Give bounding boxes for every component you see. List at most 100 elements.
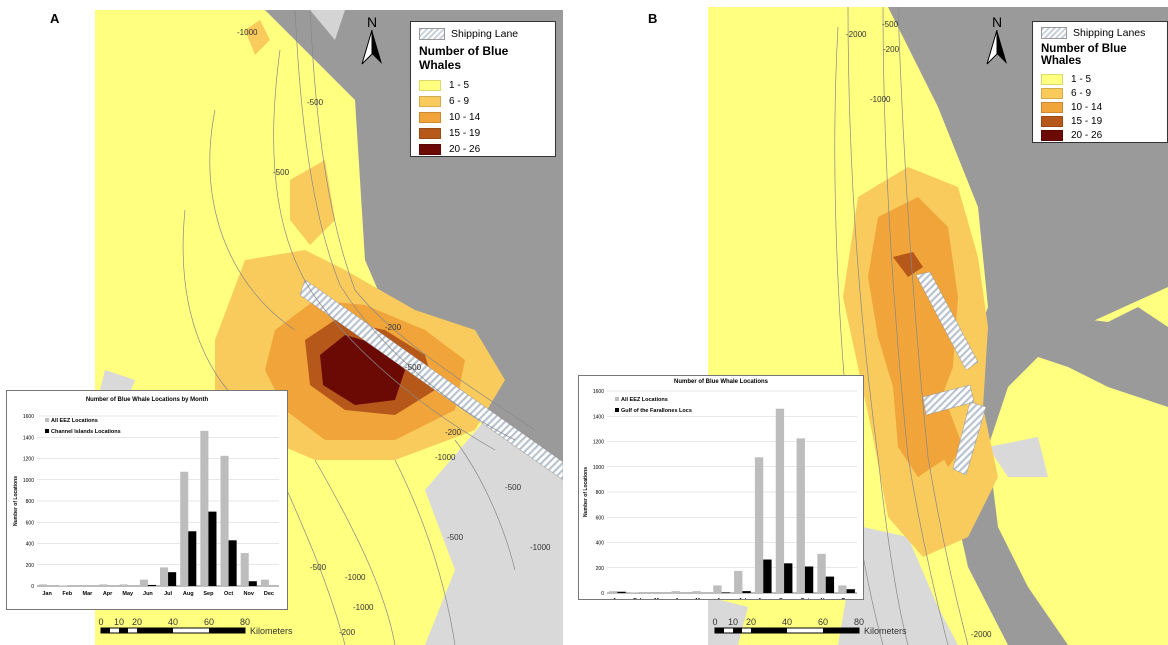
north-label-a: N <box>366 14 378 30</box>
bar-all-eez-feb <box>59 585 68 586</box>
bar-local-dec <box>846 589 855 593</box>
bar-all-eez-apr <box>671 591 680 593</box>
y-tick-label: 600 <box>26 520 35 526</box>
scale-bar-svg-a: 0 10 20 40 60 80 Kilometers <box>98 617 293 636</box>
bathymetry-contours-b <box>834 7 969 645</box>
bar-all-eez-sep <box>775 408 785 593</box>
svg-text:-500: -500 <box>273 168 290 177</box>
y-axis-label: Number of Locations <box>13 476 19 526</box>
x-tick-label: May <box>122 591 134 597</box>
svg-text:-1000: -1000 <box>530 543 551 552</box>
inset-title-a: Number of Blue Whale Locations by Month <box>85 397 209 403</box>
x-tick-label: Nov <box>821 598 832 599</box>
svg-text:-200: -200 <box>445 428 462 437</box>
svg-text:-1000: -1000 <box>870 95 891 104</box>
bar-local-jul <box>168 572 177 586</box>
x-tick-label: Feb <box>62 591 72 597</box>
bar-local-oct <box>804 566 814 593</box>
bar-all-eez-jul <box>734 570 743 593</box>
y-tick-label: 0 <box>601 591 604 597</box>
x-tick-label: Dec <box>264 591 274 597</box>
north-arrow-a: N <box>360 14 384 69</box>
bar-all-eez-aug <box>180 471 189 586</box>
svg-text:-500: -500 <box>405 363 422 372</box>
svg-text:60: 60 <box>818 617 828 627</box>
bar-local-aug <box>763 559 772 593</box>
bar-all-eez-may <box>692 591 701 593</box>
legend-label: 6 - 9 <box>1071 87 1092 99</box>
y-tick-label: 1000 <box>593 465 604 471</box>
svg-text:80: 80 <box>240 617 250 627</box>
svg-text:-200: -200 <box>385 323 402 332</box>
legend-row: 6 - 9 <box>1041 86 1159 100</box>
svg-text:Kilometers: Kilometers <box>250 626 293 636</box>
x-tick-label: Dec <box>842 598 852 599</box>
north-arrow-icon <box>986 29 1007 65</box>
x-tick-label: Nov <box>244 591 255 597</box>
legend-label: 10 - 14 <box>449 111 481 123</box>
y-tick-label: 1200 <box>593 440 604 446</box>
svg-text:-1000: -1000 <box>237 28 258 37</box>
bar-all-eez-jan <box>609 591 618 593</box>
bar-all-eez-nov <box>817 553 826 593</box>
svg-text:-500: -500 <box>447 533 464 542</box>
svg-text:0: 0 <box>98 617 103 627</box>
svg-text:-500: -500 <box>310 563 327 572</box>
panel-b-letter: B <box>648 11 658 26</box>
shipping-hatch-swatch <box>1041 27 1067 39</box>
legend-row: 6 - 9 <box>419 93 547 109</box>
x-tick-label: Feb <box>633 598 643 599</box>
y-tick-label: 400 <box>26 542 35 548</box>
x-tick-label: May <box>695 598 707 599</box>
legend-a: Shipping Lane Number of Blue Whales 1 - … <box>410 21 556 157</box>
svg-text:Kilometers: Kilometers <box>864 626 907 636</box>
y-axis-label: Number of Locations <box>583 467 589 517</box>
svg-text:-500: -500 <box>505 483 522 492</box>
x-tick-label: Mar <box>83 591 94 597</box>
north-arrow-icon <box>361 29 382 65</box>
shipping-hatch-swatch <box>419 28 445 40</box>
x-tick-label: Sep <box>203 591 214 597</box>
svg-text:40: 40 <box>168 617 178 627</box>
north-label-b: N <box>991 14 1003 30</box>
bar-all-eez-jun <box>139 579 148 586</box>
svg-text:10: 10 <box>114 617 124 627</box>
x-tick-label: Aug <box>758 598 769 599</box>
legend-swatch <box>45 418 49 422</box>
x-tick-label: Jun <box>143 591 153 597</box>
legend-row: 20 - 26 <box>1041 128 1159 142</box>
bar-local-jan <box>617 591 626 593</box>
bar-all-eez-oct <box>220 455 229 586</box>
x-tick-label: Jul <box>164 591 172 597</box>
svg-text:0: 0 <box>712 617 717 627</box>
bar-local-jun <box>147 584 156 586</box>
north-arrow-b: N <box>985 14 1009 69</box>
y-tick-label: 1200 <box>23 457 34 463</box>
x-tick-label: Jul <box>738 598 746 599</box>
bar-all-eez-jun <box>713 585 722 593</box>
bathymetry-contours-a <box>182 10 536 645</box>
svg-text:-500: -500 <box>307 98 324 107</box>
y-tick-label: 0 <box>31 584 34 590</box>
legend-row: 1 - 5 <box>1041 72 1159 86</box>
inset-title-b: Number of Blue Whale Locations <box>673 379 768 385</box>
bar-all-eez-sep <box>200 430 209 586</box>
legend-row: 10 - 14 <box>419 109 547 125</box>
bar-local-nov <box>825 576 835 593</box>
bar-all-eez-may <box>119 584 128 586</box>
svg-text:-2000: -2000 <box>846 30 867 39</box>
y-tick-label: 1400 <box>593 414 604 420</box>
legend-swatch <box>45 429 49 433</box>
legend-label: 10 - 14 <box>1071 101 1103 113</box>
svg-text:-1000: -1000 <box>435 453 456 462</box>
legend-shipping-a: Shipping Lane <box>419 26 547 42</box>
bar-all-eez-aug <box>754 457 764 593</box>
inset-chart-a: Number of Blue Whale Locations by Month … <box>6 390 288 610</box>
svg-text:-500: -500 <box>882 20 899 29</box>
svg-text:-200: -200 <box>883 45 900 54</box>
y-tick-label: 400 <box>596 541 605 547</box>
legend-label: 1 - 5 <box>1071 73 1092 85</box>
y-tick-label: 1600 <box>593 389 604 395</box>
bar-local-sep <box>208 511 217 586</box>
x-tick-label: Oct <box>800 598 809 599</box>
